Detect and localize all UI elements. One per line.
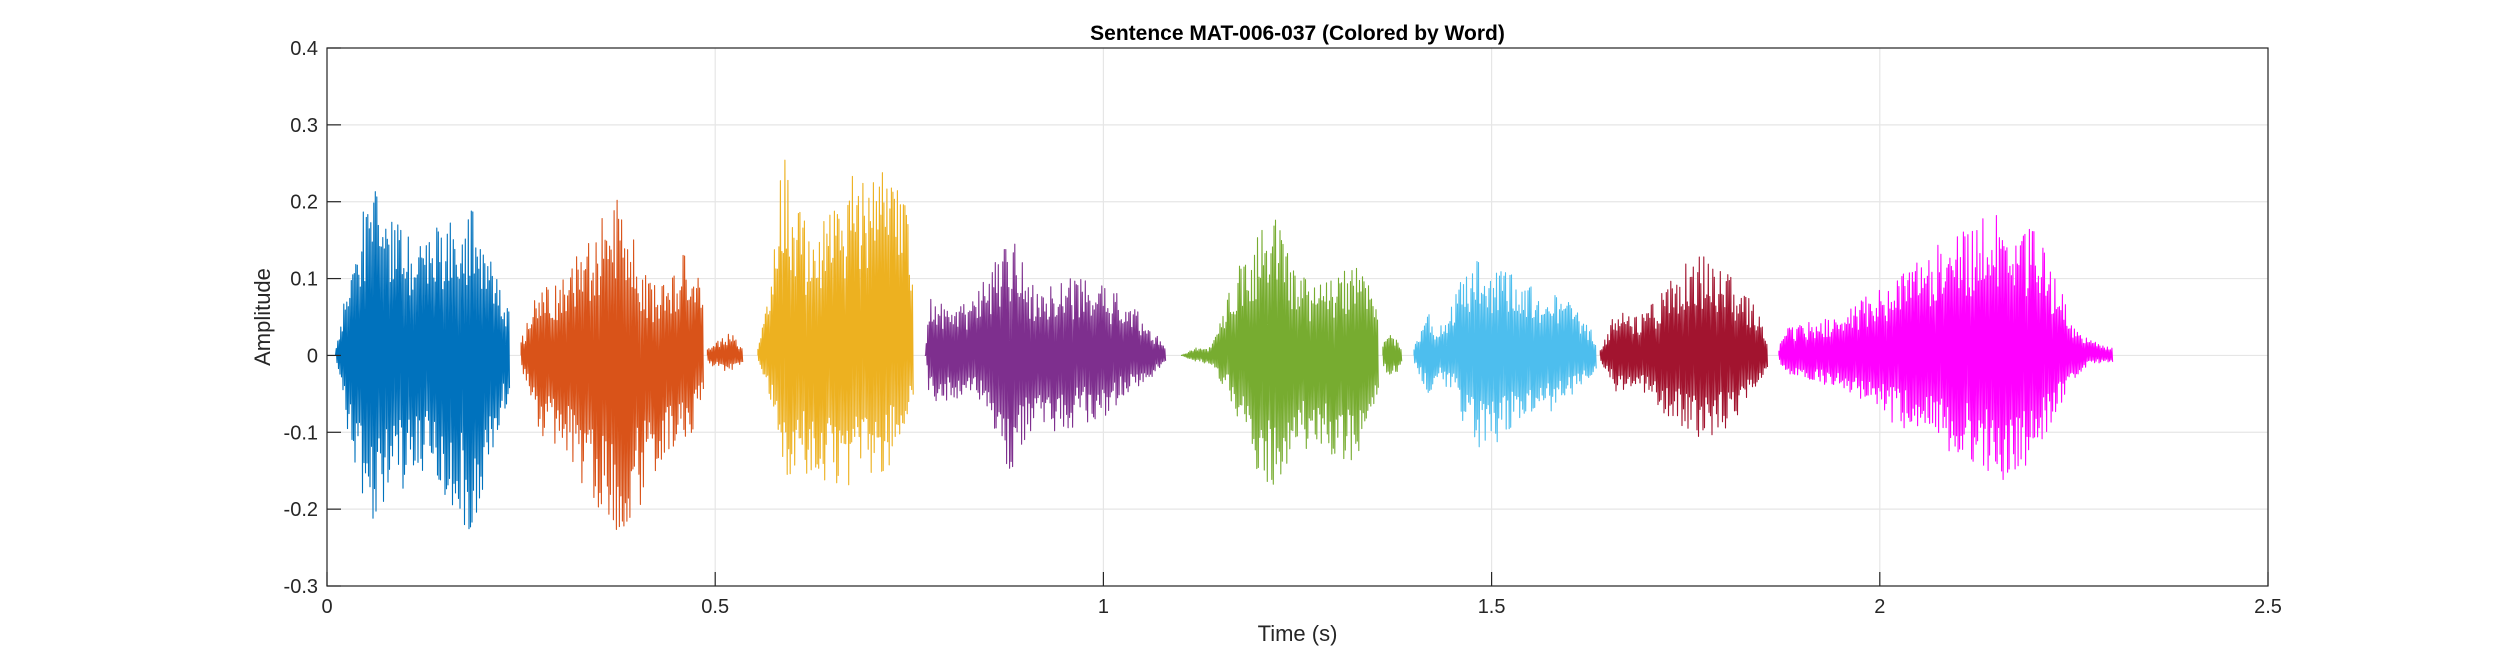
x-tick-label: 1 [1098, 596, 1109, 618]
y-tick-label: 0 [307, 345, 318, 367]
x-axis-label: Time (s) [1258, 621, 1338, 646]
x-tick-label: 2.5 [2254, 596, 2282, 618]
y-tick-label: 0.4 [290, 38, 318, 60]
x-tick-label: 0.5 [701, 596, 729, 618]
y-tick-label: -0.1 [284, 422, 318, 444]
y-axis-label: Amplitude [250, 268, 275, 366]
waveform-series-group [334, 159, 2114, 531]
y-tick-label: 0.1 [290, 269, 318, 291]
y-tick-label: -0.2 [284, 499, 318, 521]
x-tick-label: 1.5 [1478, 596, 1506, 618]
y-tick-label: 0.2 [290, 192, 318, 214]
y-tick-label: -0.3 [284, 576, 318, 598]
waveform-series-7 [1382, 334, 1403, 375]
waveform-series-6 [1181, 219, 1379, 485]
waveform-series-2 [520, 199, 704, 531]
y-tick-label: 0.3 [290, 115, 318, 137]
x-tick-label: 0 [321, 596, 332, 618]
waveform-series-8 [1413, 261, 1597, 448]
waveform-series-10 [1778, 214, 2114, 481]
plot-frame [326, 47, 2269, 587]
waveform-series-4 [757, 159, 914, 486]
waveform-series-5 [924, 243, 1167, 469]
chart-title: Sentence MAT-006-037 (Colored by Word) [1090, 22, 1505, 45]
x-tick-label: 2 [1874, 596, 1885, 618]
waveform-series-9 [1599, 256, 1769, 437]
axis-ticks: 0 0.5 1 1.5 2 2.5 -0.3 -0.2 -0.1 0 0.1 0.2 0.3 0.4 [284, 38, 2282, 618]
waveform-series-1 [334, 191, 511, 530]
waveform-series-3 [706, 333, 744, 372]
